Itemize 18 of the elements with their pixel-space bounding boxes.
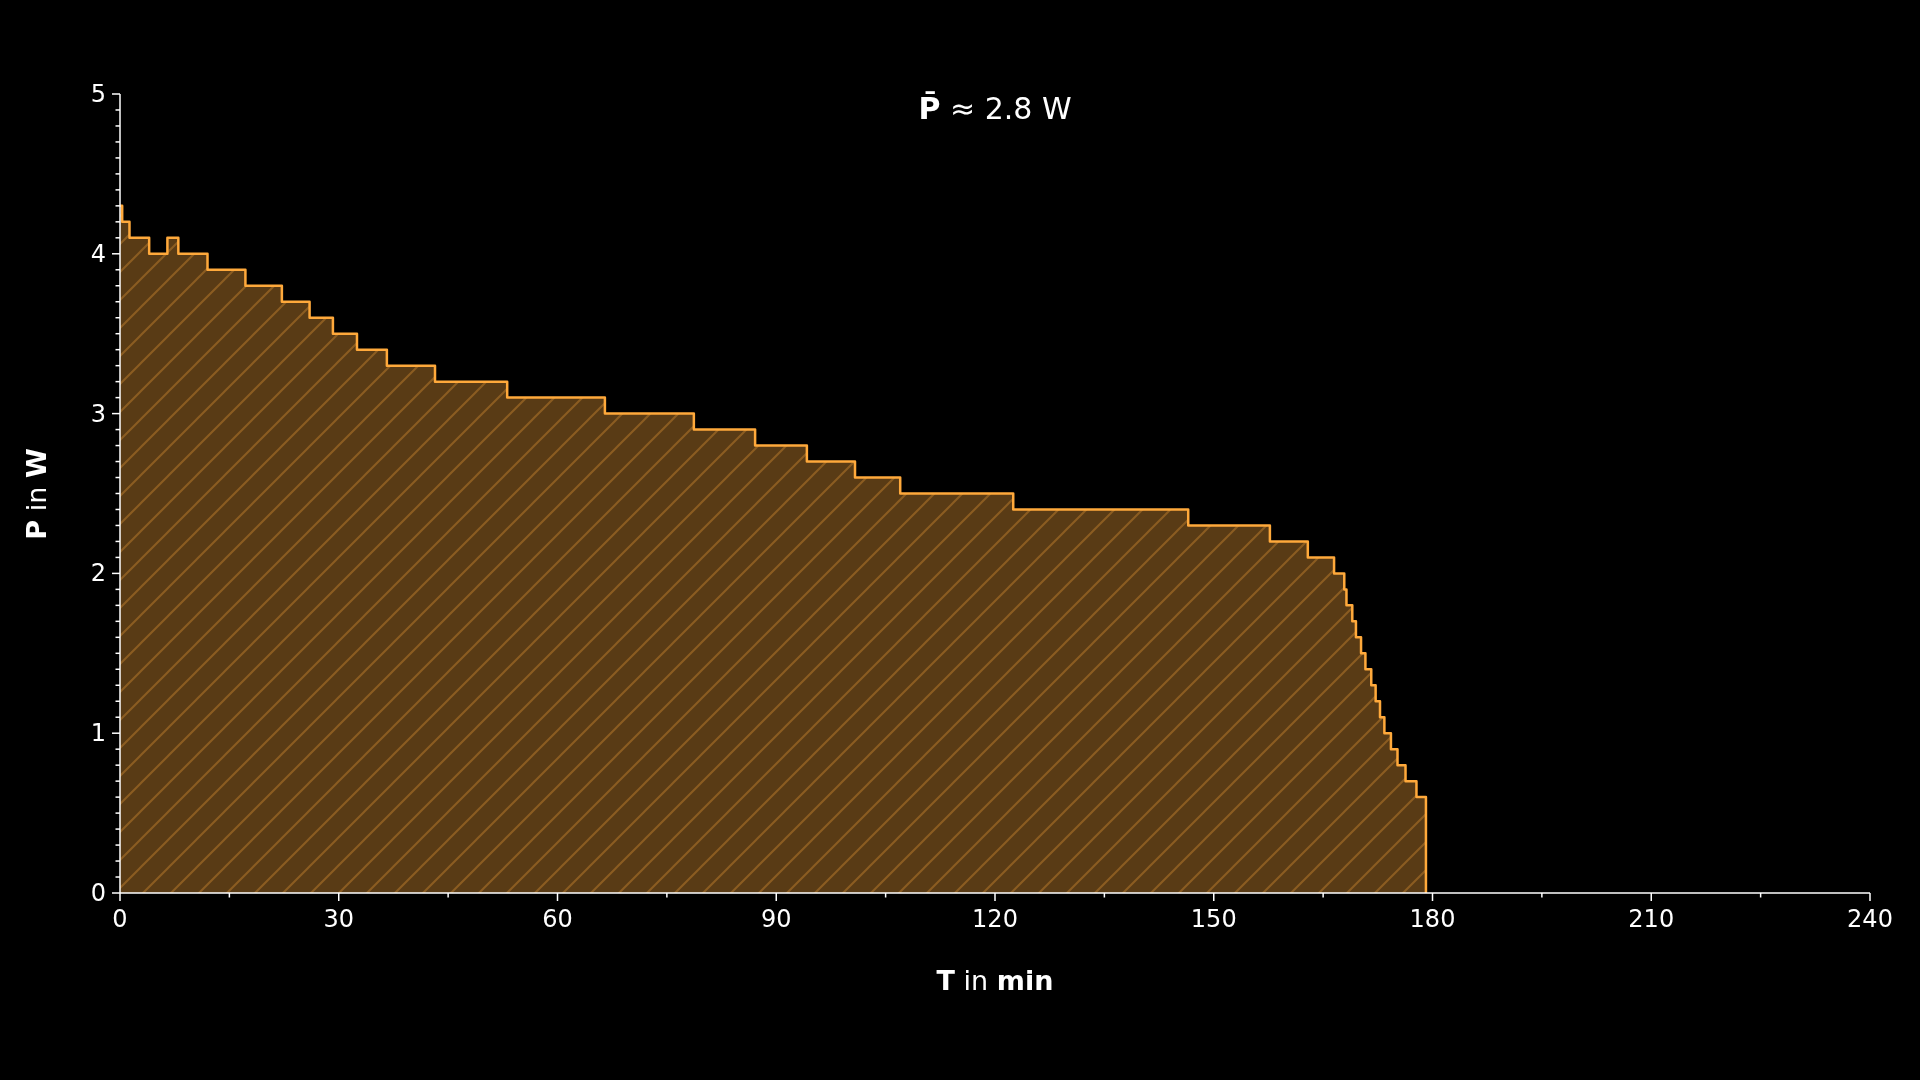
x-tick-label: 210 (1628, 905, 1675, 933)
y-tick-label: 4 (90, 239, 106, 268)
x-tick-label: 240 (1847, 905, 1893, 933)
y-axis-title: P in W (21, 447, 52, 540)
x-axis-title: T in min (936, 965, 1054, 996)
y-tick-label: 2 (90, 559, 106, 588)
x-tick-label: 60 (542, 905, 573, 933)
x-tick-label: 30 (323, 905, 355, 933)
x-tick-label: 0 (112, 905, 128, 933)
x-tick-label: 120 (972, 905, 1018, 933)
y-tick-label: 0 (90, 879, 106, 907)
y-tick-label: 1 (90, 719, 106, 748)
x-tick-label: 90 (760, 905, 792, 933)
y-tick-label: 3 (90, 399, 106, 428)
chart-title: P̄ ≈ 2.8 W (918, 91, 1072, 126)
y-tick-label: 5 (90, 80, 106, 108)
x-tick-label: 150 (1190, 905, 1237, 933)
x-tick-label: 180 (1409, 905, 1456, 933)
